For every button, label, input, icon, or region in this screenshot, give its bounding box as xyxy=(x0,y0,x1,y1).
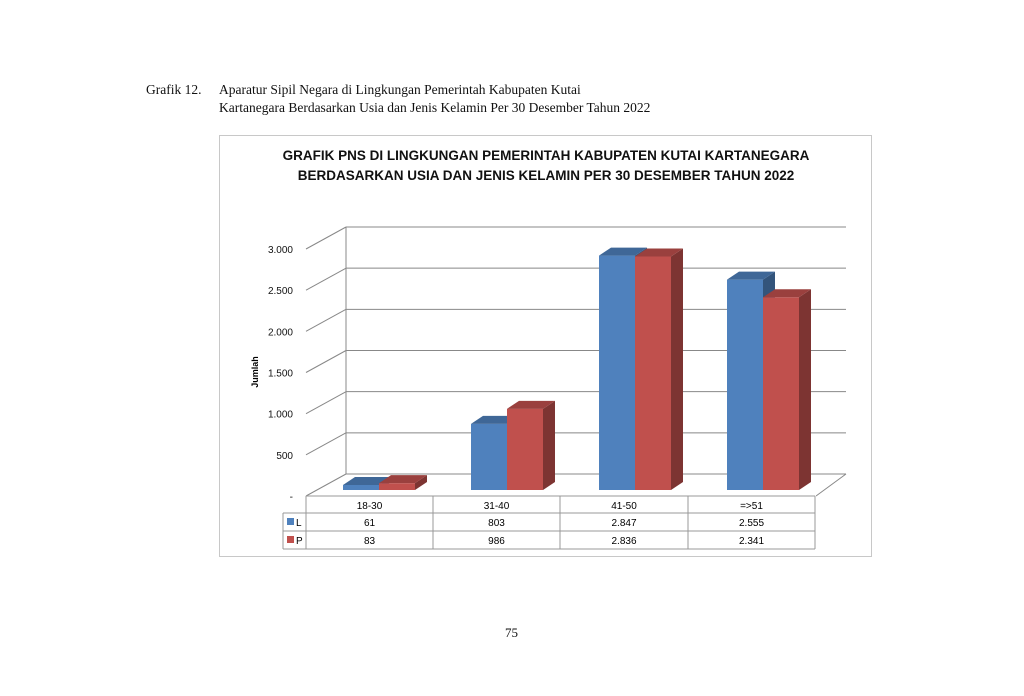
bar-P-18-30 xyxy=(379,483,415,490)
legend-label: L xyxy=(296,518,302,529)
caption-line-1: Aparatur Sipil Negara di Lingkungan Peme… xyxy=(219,82,581,97)
bar-L-31-40 xyxy=(471,423,507,490)
y-tick-label: 2.000 xyxy=(268,327,293,338)
y-tick-label: 1.500 xyxy=(268,369,293,380)
x-category-label: 41-50 xyxy=(611,501,637,512)
side-gridline xyxy=(305,267,347,291)
data-label: 2.836 xyxy=(611,536,636,547)
bar-L-41-50 xyxy=(599,255,635,490)
y-tick-label: 3.000 xyxy=(268,245,293,256)
chart-title-line: BERDASARKAN USIA DAN JENIS KELAMIN PER 3… xyxy=(298,168,795,183)
data-label: 803 xyxy=(488,518,505,529)
bar-side-P xyxy=(415,475,427,490)
data-label: 61 xyxy=(364,518,376,529)
bar-P-31-40 xyxy=(507,408,543,490)
bar-top-P xyxy=(379,475,427,484)
legend-label: P xyxy=(296,536,303,547)
x-category-label: =>51 xyxy=(740,501,763,512)
y-axis-label: Jumlah xyxy=(250,356,260,388)
bar-side-P xyxy=(799,289,811,490)
bar-top-P xyxy=(763,289,811,298)
bar-side-P xyxy=(543,400,555,490)
bar-side-P xyxy=(671,248,683,490)
data-label: 2.847 xyxy=(611,518,636,529)
caption-line-2: Kartanegara Berdasarkan Usia dan Jenis K… xyxy=(219,100,651,115)
floor-edge xyxy=(815,473,847,497)
side-gridline xyxy=(305,432,347,456)
bar-L-18-30 xyxy=(343,484,379,490)
page-number: 75 xyxy=(505,625,518,640)
bar-P-=>51 xyxy=(763,297,799,490)
bar-L-=>51 xyxy=(727,279,763,490)
bar-top-P xyxy=(507,400,555,409)
bar-top-L xyxy=(727,271,775,280)
y-tick-label: 500 xyxy=(276,451,293,462)
data-label: 2.555 xyxy=(739,518,764,529)
data-label: 2.341 xyxy=(739,536,764,547)
data-label: 986 xyxy=(488,536,505,547)
data-label: 83 xyxy=(364,536,376,547)
bar-top-P xyxy=(635,248,683,257)
x-category-label: 31-40 xyxy=(484,501,510,512)
caption-label: Grafik 12. xyxy=(146,82,202,97)
side-gridline xyxy=(305,226,347,250)
legend-key-P xyxy=(287,536,294,543)
y-tick-label: 1.000 xyxy=(268,410,293,421)
bar-P-41-50 xyxy=(635,256,671,490)
side-gridline xyxy=(305,308,347,332)
x-category-label: 18-30 xyxy=(357,501,383,512)
bar-top-L xyxy=(343,476,391,485)
y-tick-label: 2.500 xyxy=(268,286,293,297)
y-tick-label: - xyxy=(290,492,293,503)
chart-frame xyxy=(219,135,872,557)
side-gridline xyxy=(305,350,347,373)
side-gridline xyxy=(305,473,347,497)
chart-title-line: GRAFIK PNS DI LINGKUNGAN PEMERINTAH KABU… xyxy=(283,148,810,163)
legend-key-L xyxy=(287,518,294,525)
bar-top-L xyxy=(599,247,647,256)
side-gridline xyxy=(305,391,347,415)
